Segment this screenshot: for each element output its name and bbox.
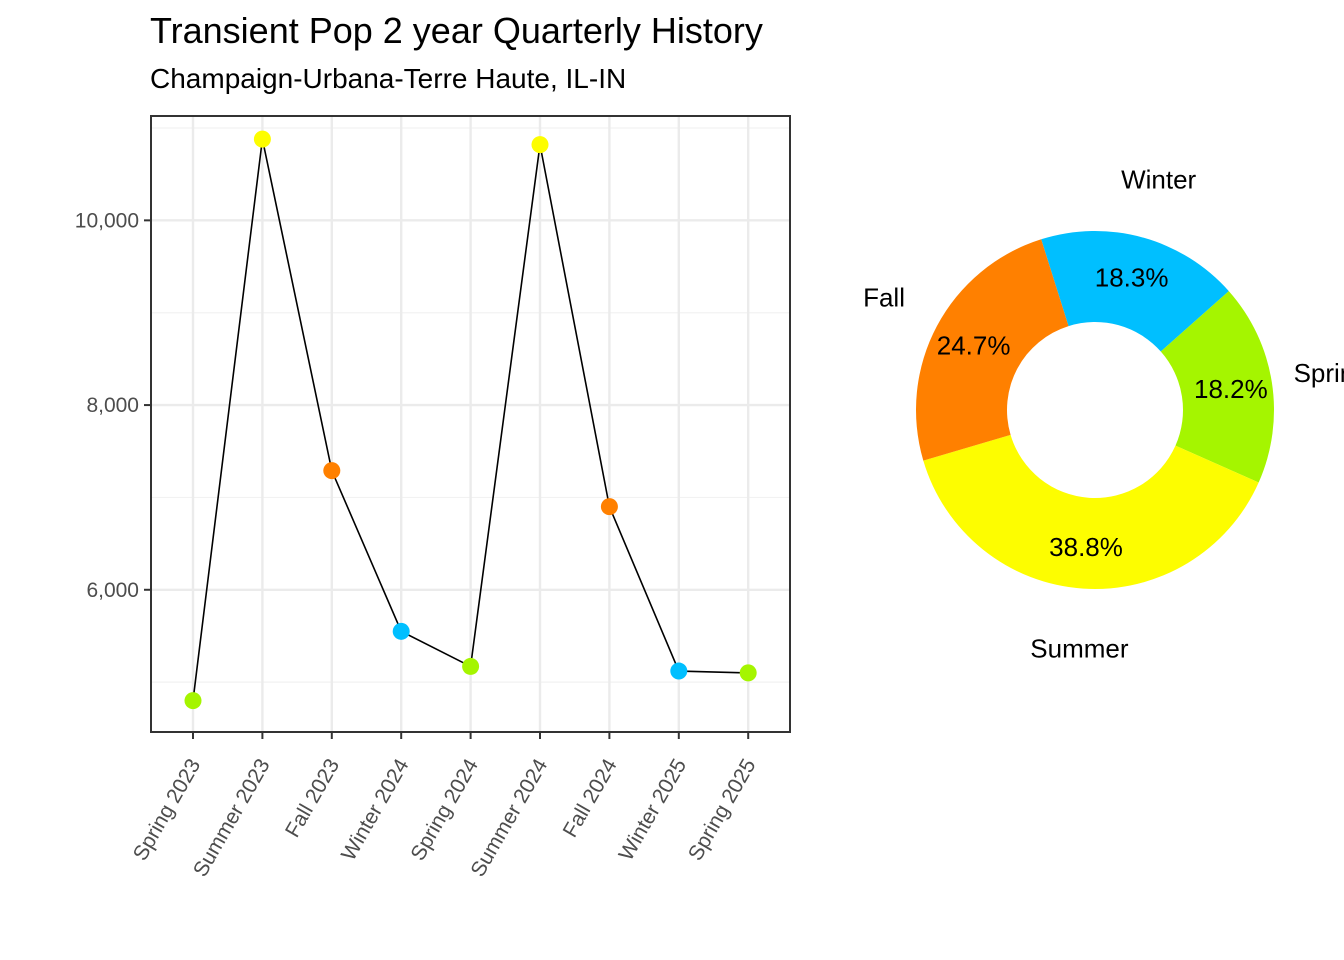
y-tick-label: 10,000 [75,209,139,232]
slice-category-label: Winter [1121,165,1196,195]
data-point [739,664,757,682]
slice-category-label: Fall [863,283,905,313]
x-tick-label: Fall 2023 [281,755,344,841]
chart-title: Transient Pop 2 year Quarterly History [150,10,763,51]
data-point [323,462,341,480]
data-point [253,130,271,148]
data-point [531,136,549,154]
chart-subtitle: Champaign-Urbana-Terre Haute, IL-IN [150,63,627,94]
x-tick-label: Spring 2024 [406,755,483,865]
x-tick-label: Summer 2023 [189,755,275,881]
data-point [600,498,618,516]
x-tick-label: Winter 2025 [615,755,692,865]
donut-slice [923,434,1259,589]
slice-value-label: 18.2% [1194,374,1268,404]
slice-category-label: Spring [1294,358,1344,388]
x-tick-label: Fall 2024 [559,755,622,842]
y-tick-label: 6,000 [86,579,139,602]
x-tick-label: Summer 2024 [466,755,552,881]
data-point [462,657,480,675]
slice-value-label: 18.3% [1095,262,1169,292]
donut-slice [1160,291,1274,483]
donut-slice [1041,231,1229,352]
data-point [670,662,688,680]
donut-slice [916,239,1069,461]
y-tick-label: 8,000 [86,394,139,417]
data-point [184,692,202,710]
x-tick-label: Winter 2024 [337,755,414,865]
slice-value-label: 24.7% [937,330,1011,360]
data-point [392,622,410,640]
x-tick-label: Spring 2023 [129,755,206,865]
slice-category-label: Summer [1030,633,1129,663]
slice-value-label: 38.8% [1049,532,1123,562]
x-tick-label: Spring 2025 [684,755,761,865]
